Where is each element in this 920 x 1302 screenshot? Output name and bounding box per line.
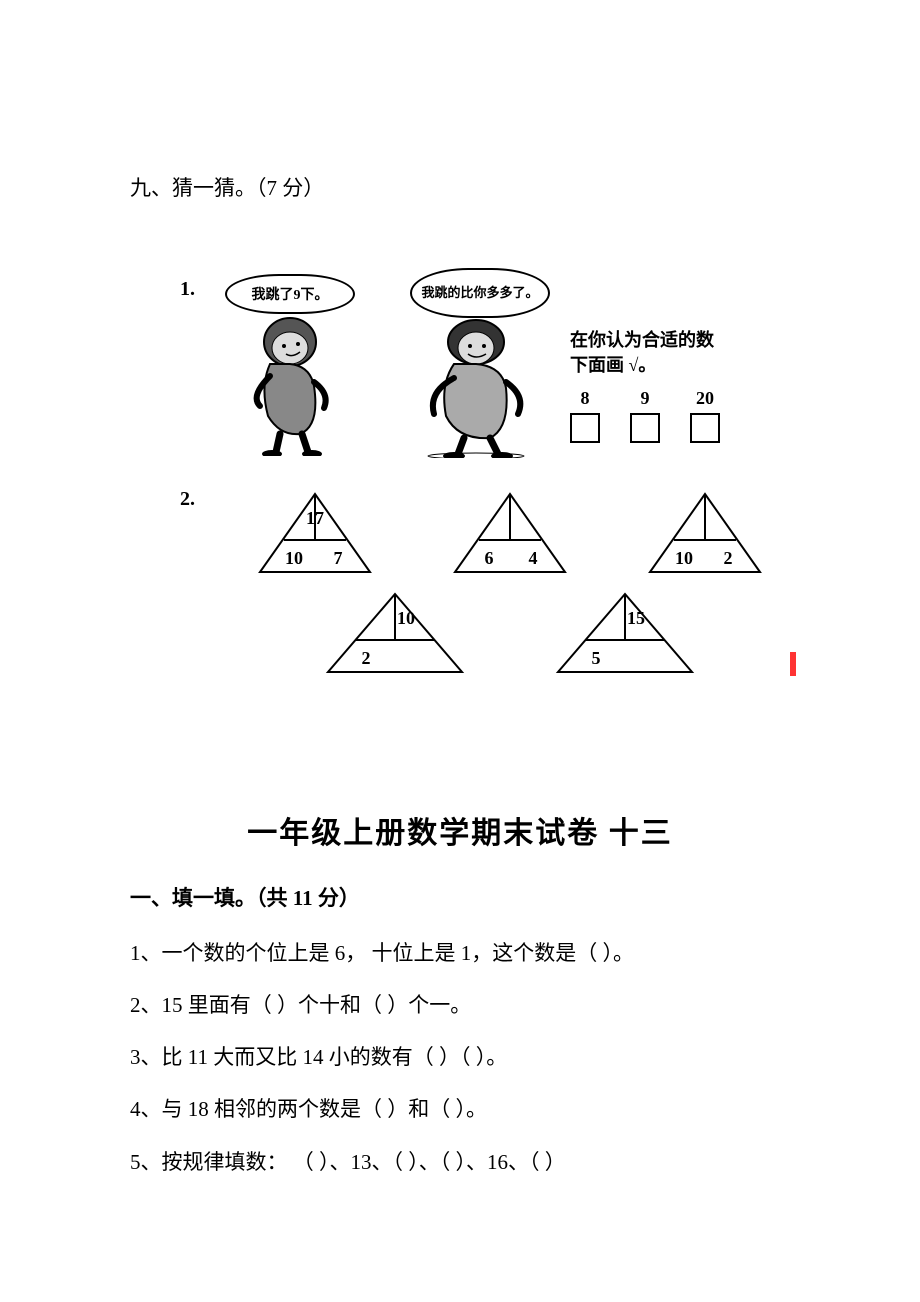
question-5: 5、按规律填数： （ ）、13、（ ）、（ ）、16、（ ） xyxy=(130,1139,790,1185)
question-3: 3、比 11 大而又比 14 小的数有（ ）（ ）。 xyxy=(130,1034,790,1080)
section-1-heading: 一、填一填。（共 11 分） xyxy=(130,882,790,912)
choice-row: 8 9 20 xyxy=(570,388,720,443)
kid-right-icon xyxy=(410,318,540,458)
choice-3-box[interactable] xyxy=(690,413,720,443)
document-page: 九、猜一猜。（7 分） 1. 我跳了9下。 我跳的比你多多了。 xyxy=(0,0,920,1251)
q2-label: 2. xyxy=(180,488,195,511)
triangle-5: 15 5 xyxy=(550,588,680,678)
tri4-top: 10 xyxy=(397,608,415,628)
speech-bubble-left: 我跳了9下。 xyxy=(225,274,355,314)
instruction-line-2: 下面画 √。 xyxy=(570,353,760,378)
triangle-3: 10 2 xyxy=(640,488,770,578)
question-2: 2、15 里面有（ ）个十和（ ）个一。 xyxy=(130,982,790,1028)
choice-2: 9 xyxy=(630,388,660,443)
choice-1-label: 8 xyxy=(581,388,590,409)
speech-bubble-right: 我跳的比你多多了。 xyxy=(410,268,550,318)
figure-area: 1. 我跳了9下。 我跳的比你多多了。 xyxy=(170,268,790,688)
choice-1: 8 xyxy=(570,388,600,443)
question-1: 1、一个数的个位上是 6， 十位上是 1，这个数是（ ）。 xyxy=(130,930,790,976)
choice-3-label: 20 xyxy=(696,388,714,409)
q1-label: 1. xyxy=(180,278,195,301)
tri5-top: 15 xyxy=(627,608,645,628)
tri1-right: 7 xyxy=(334,548,343,568)
triangle-4: 10 2 xyxy=(320,588,450,678)
tri2-left: 6 xyxy=(485,548,494,568)
bubble-right-text: 我跳的比你多多了。 xyxy=(421,285,538,301)
tri2-right: 4 xyxy=(529,548,538,568)
section-9-heading: 九、猜一猜。（7 分） xyxy=(130,170,790,208)
tri4-left: 2 xyxy=(362,648,371,668)
tri3-left: 10 xyxy=(675,548,693,568)
choice-2-box[interactable] xyxy=(630,413,660,443)
triangle-1: 17 10 7 xyxy=(250,488,380,578)
tri3-right: 2 xyxy=(724,548,733,568)
choice-2-label: 9 xyxy=(641,388,650,409)
choice-1-box[interactable] xyxy=(570,413,600,443)
tri1-top: 17 xyxy=(306,508,324,528)
paper-title: 一年级上册数学期末试卷 十三 xyxy=(130,808,790,852)
kid-left-icon xyxy=(230,316,350,456)
red-mark xyxy=(790,652,796,676)
triangle-row-1: 17 10 7 6 4 xyxy=(250,488,770,578)
bubble-left-text: 我跳了9下。 xyxy=(252,284,329,304)
instruction-line-1: 在你认为合适的数 xyxy=(570,328,760,353)
triangle-2: 6 4 xyxy=(445,488,575,578)
question-4: 4、与 18 相邻的两个数是（ ）和（ ）。 xyxy=(130,1086,790,1132)
choice-3: 20 xyxy=(690,388,720,443)
q1-instruction: 在你认为合适的数 下面画 √。 xyxy=(570,328,760,378)
tri1-left: 10 xyxy=(285,548,303,568)
tri5-left: 5 xyxy=(592,648,601,668)
triangle-row-2: 10 2 15 5 xyxy=(310,588,690,678)
